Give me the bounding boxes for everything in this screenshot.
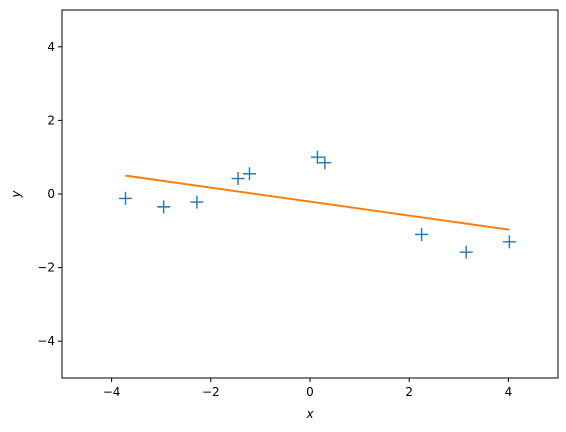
y-tick-label: 2 bbox=[47, 113, 55, 127]
y-tick-label: −4 bbox=[37, 334, 55, 348]
scatter-point bbox=[502, 235, 516, 249]
plot-frame bbox=[61, 9, 559, 379]
fit-line bbox=[125, 174, 510, 231]
x-axis-label: x bbox=[305, 407, 314, 421]
y-axis-label: y bbox=[9, 190, 23, 199]
x-tick-label: 4 bbox=[505, 385, 513, 399]
x-tick-label: −2 bbox=[202, 385, 220, 399]
ticks-group: −4 −2 0 2 4 −4 −2 0 2 4 bbox=[37, 40, 512, 399]
scatter-point bbox=[310, 150, 324, 164]
plot-area bbox=[62, 10, 558, 378]
scatter-point bbox=[318, 156, 332, 170]
y-tick-label: 0 bbox=[47, 187, 55, 201]
x-tick-label: 2 bbox=[405, 385, 413, 399]
scatter-point bbox=[415, 227, 429, 241]
scatter-point bbox=[231, 172, 245, 186]
x-tick-label: 0 bbox=[306, 385, 314, 399]
scatter-point bbox=[242, 167, 256, 181]
y-tick-label: −2 bbox=[37, 261, 55, 275]
marks-group bbox=[118, 150, 516, 259]
scatter-point bbox=[157, 200, 171, 214]
scatter-point bbox=[190, 195, 204, 209]
scatter-point bbox=[459, 245, 473, 259]
scatter-point bbox=[118, 191, 132, 205]
y-tick-label: 4 bbox=[47, 40, 55, 54]
x-tick-label: −4 bbox=[103, 385, 121, 399]
